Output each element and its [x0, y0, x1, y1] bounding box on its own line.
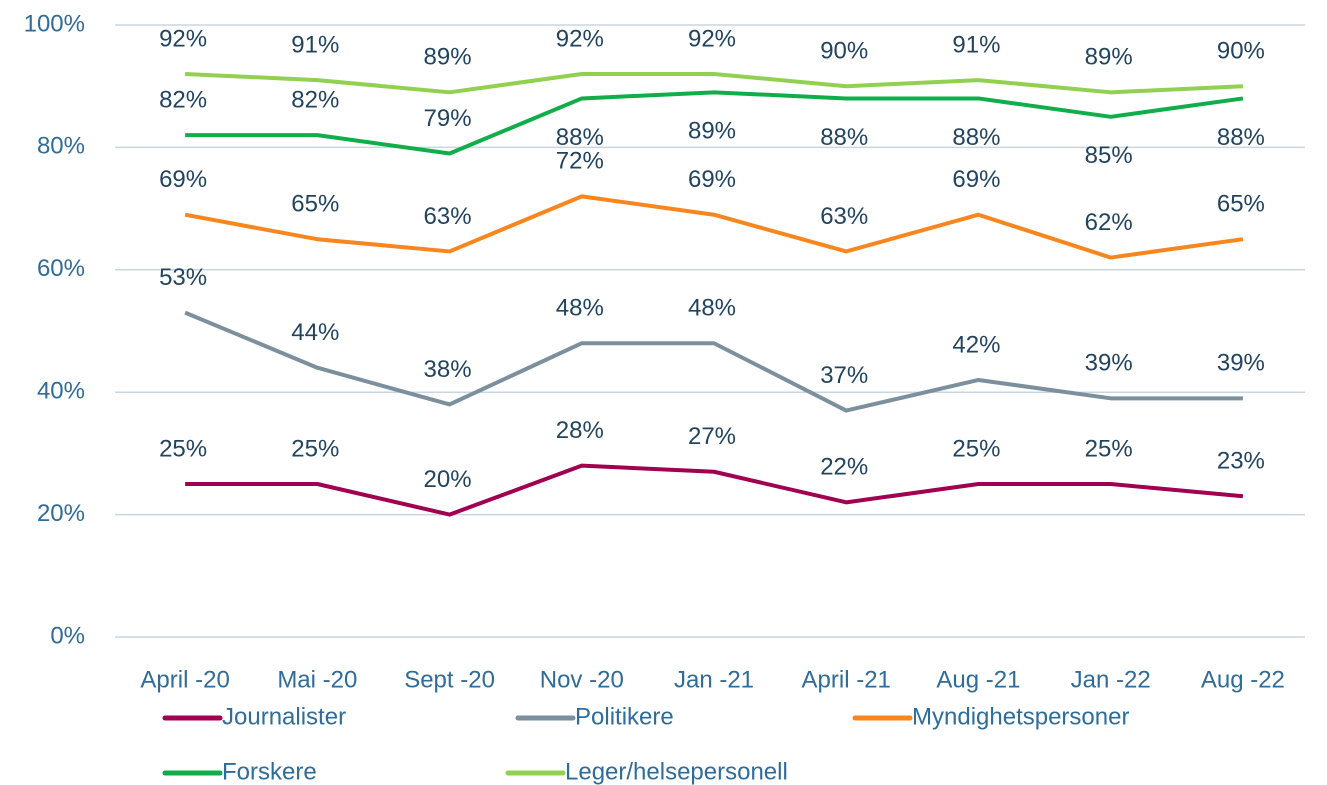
x-tick-label: April -20	[140, 666, 229, 693]
data-label: 63%	[820, 203, 868, 230]
x-tick-label: Aug -21	[936, 666, 1020, 693]
data-label: 25%	[1085, 435, 1133, 462]
data-label: 63%	[424, 203, 472, 230]
data-label: 82%	[159, 87, 207, 114]
x-tick-label: Jan -22	[1071, 666, 1151, 693]
data-label: 69%	[688, 166, 736, 193]
data-label: 39%	[1085, 350, 1133, 377]
data-label: 39%	[1217, 350, 1265, 377]
data-label: 89%	[424, 44, 472, 71]
series-line	[184, 310, 1243, 413]
legend-label: Myndighetspersoner	[912, 703, 1129, 730]
legend-label: Journalister	[222, 703, 346, 730]
data-label: 65%	[291, 191, 339, 218]
data-label: 92%	[556, 25, 604, 52]
data-label: 92%	[688, 25, 736, 52]
data-label: 37%	[820, 362, 868, 389]
y-tick-label: 20%	[37, 500, 85, 527]
series-line	[185, 463, 1244, 517]
data-label: 69%	[159, 166, 207, 193]
data-label: 25%	[159, 435, 207, 462]
data-label: 20%	[424, 466, 472, 493]
data-label: 27%	[688, 423, 736, 450]
data-label: 48%	[688, 295, 736, 322]
y-tick-label: 0%	[50, 622, 85, 649]
y-tick-label: 60%	[37, 255, 85, 282]
x-tick-label: Sept -20	[404, 666, 495, 693]
series-line	[184, 194, 1244, 260]
legend-label: Leger/helsepersonell	[565, 758, 788, 785]
data-label: 48%	[556, 295, 604, 322]
data-label: 79%	[424, 105, 472, 132]
legend-label: Politikere	[575, 703, 674, 730]
data-label: 88%	[556, 124, 604, 151]
data-label: 82%	[291, 87, 339, 114]
y-tick-label: 100%	[24, 10, 85, 37]
data-label: 85%	[1085, 142, 1133, 169]
data-label: 62%	[1085, 209, 1133, 236]
x-tick-label: Jan -21	[674, 666, 754, 693]
data-label: 28%	[556, 417, 604, 444]
data-label: 88%	[820, 124, 868, 151]
data-label: 53%	[159, 264, 207, 291]
data-label: 72%	[556, 148, 604, 175]
data-label: 88%	[1217, 124, 1265, 151]
data-label: 25%	[291, 435, 339, 462]
x-tick-label: Aug -22	[1201, 666, 1285, 693]
data-label: 89%	[688, 118, 736, 145]
data-label: 38%	[424, 356, 472, 383]
data-label: 92%	[159, 25, 207, 52]
series-line	[185, 71, 1243, 95]
data-label: 25%	[952, 435, 1000, 462]
y-tick-label: 80%	[37, 133, 85, 160]
data-label: 90%	[1217, 38, 1265, 65]
x-tick-label: Nov -20	[540, 666, 624, 693]
series-line	[185, 90, 1244, 156]
data-label: 23%	[1217, 448, 1265, 475]
data-label: 42%	[952, 331, 1000, 358]
y-tick-label: 40%	[37, 378, 85, 405]
x-tick-label: Mai -20	[277, 666, 357, 693]
data-label: 91%	[952, 31, 1000, 58]
data-label: 91%	[291, 31, 339, 58]
data-label: 65%	[1217, 191, 1265, 218]
data-label: 69%	[952, 166, 1000, 193]
data-label: 89%	[1085, 44, 1133, 71]
data-label: 44%	[291, 319, 339, 346]
data-label: 22%	[820, 454, 868, 481]
legend-label: Forskere	[222, 758, 317, 785]
data-label: 90%	[820, 38, 868, 65]
data-label: 88%	[952, 124, 1000, 151]
x-tick-label: April -21	[802, 666, 891, 693]
